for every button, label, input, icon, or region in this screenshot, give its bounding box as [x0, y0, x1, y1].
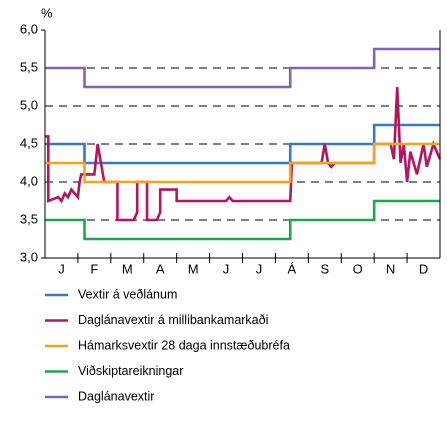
y-axis-label: % [41, 5, 53, 20]
x-tick-label: M [122, 261, 133, 276]
legend-label: Hámarksvextir 28 daga innstæðubréfa [78, 338, 290, 352]
x-tick-label: D [419, 261, 428, 276]
series-line [45, 86, 442, 222]
y-tick-label: 6,0 [20, 21, 38, 36]
y-tick-label: 4,0 [20, 173, 38, 188]
legend-label: Vextir á veðlánum [78, 287, 177, 301]
series-line [45, 123, 440, 165]
x-tick-label: Á [288, 261, 297, 276]
x-tick-label: J [223, 261, 230, 276]
legend-label: Daglánavextir [78, 389, 154, 403]
series-line [45, 199, 440, 241]
legend: Vextir á veðlánum Daglánavextir á milliba… [45, 287, 290, 403]
y-tick-label: 5,0 [20, 97, 38, 112]
legend-label: Daglánavextir á millibankamarkaði [78, 313, 268, 327]
x-tick-label: O [353, 261, 363, 276]
series-line [45, 47, 440, 89]
y-tick-label: 4,5 [20, 135, 38, 150]
x-tick-label: J [58, 261, 65, 276]
x-tick-label: A [156, 261, 165, 276]
x-tick-label: F [90, 261, 98, 276]
y-tick-label: 3,5 [20, 211, 38, 226]
legend-label: Viðskiptareikningar [78, 364, 183, 378]
y-tick-label: 5,5 [20, 59, 38, 74]
y-tick-label: 3,0 [20, 249, 38, 264]
x-tick-label: J [256, 261, 263, 276]
x-tick-label: S [320, 261, 329, 276]
series-line [45, 142, 440, 184]
x-tick-label: M [188, 261, 199, 276]
x-tick-label: N [386, 261, 395, 276]
